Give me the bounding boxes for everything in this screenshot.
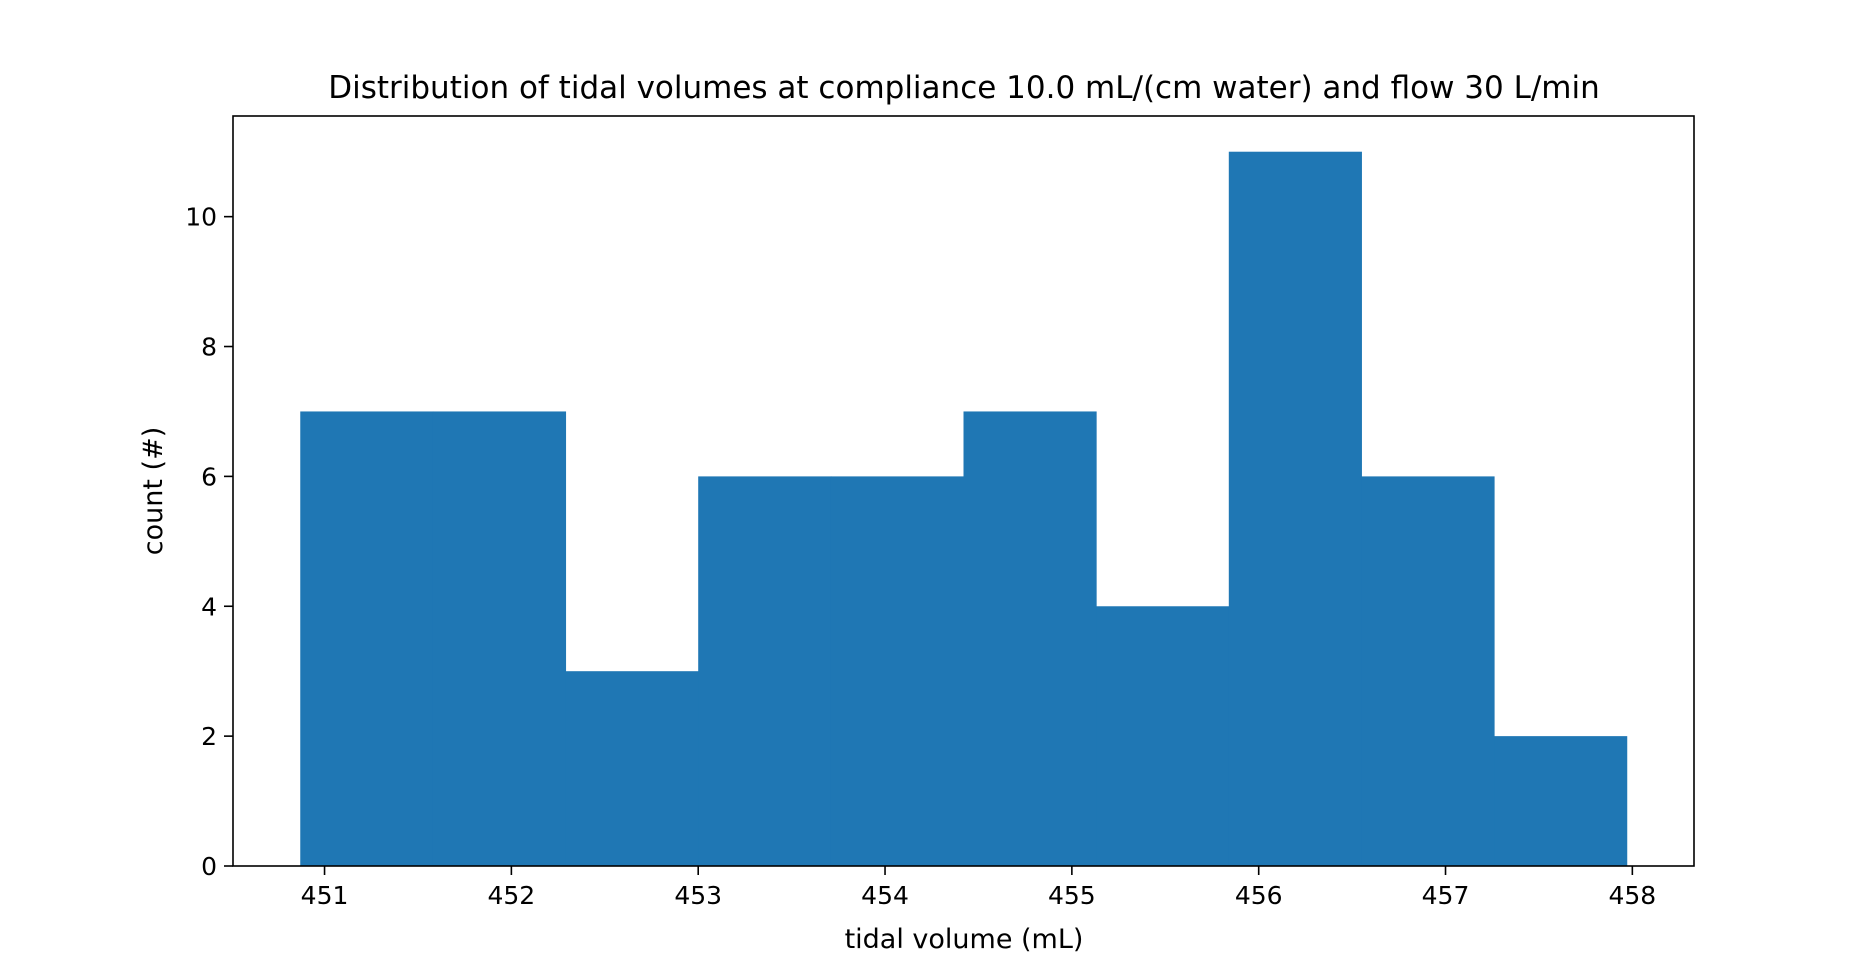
x-tick-label: 453: [674, 881, 722, 910]
y-tick-label: 6: [201, 462, 217, 491]
histogram-bar-7: [1096, 606, 1230, 866]
x-tick-label: 452: [488, 881, 536, 910]
histogram-bar-8: [1228, 151, 1362, 866]
histogram-bar-4: [698, 476, 832, 866]
y-tick-label: 10: [185, 203, 217, 232]
y-tick-label: 8: [201, 333, 217, 362]
x-axis-label: tidal volume (mL): [845, 924, 1084, 955]
chart-title: Distribution of tidal volumes at complia…: [328, 70, 1600, 106]
x-tick-label: 458: [1608, 881, 1656, 910]
histogram-bar-5: [830, 476, 964, 866]
x-tick-label: 454: [861, 881, 909, 910]
x-tick-label: 455: [1048, 881, 1096, 910]
x-tick-label: 457: [1422, 881, 1470, 910]
histogram-bar-2: [432, 411, 567, 866]
histogram-bar-3: [565, 671, 699, 866]
y-tick-label: 0: [201, 852, 217, 881]
y-axis-label: count (#): [138, 427, 169, 555]
histogram-bar-1: [300, 411, 434, 866]
histogram-bar-9: [1361, 476, 1495, 866]
y-tick-label: 4: [201, 592, 217, 621]
x-tick-label: 451: [301, 881, 349, 910]
histogram-bar-10: [1494, 736, 1628, 866]
bars-group: [300, 151, 1628, 866]
plot-frame: [232, 115, 1695, 867]
x-tick-label: 456: [1235, 881, 1283, 910]
y-axis-ticks: 0 2 4 6 8 10: [185, 203, 233, 881]
y-tick-label: 2: [201, 722, 217, 751]
histogram-bar-6: [963, 411, 1097, 866]
x-axis-ticks: 451 452 453 454 455 456 457 458: [301, 866, 1656, 910]
